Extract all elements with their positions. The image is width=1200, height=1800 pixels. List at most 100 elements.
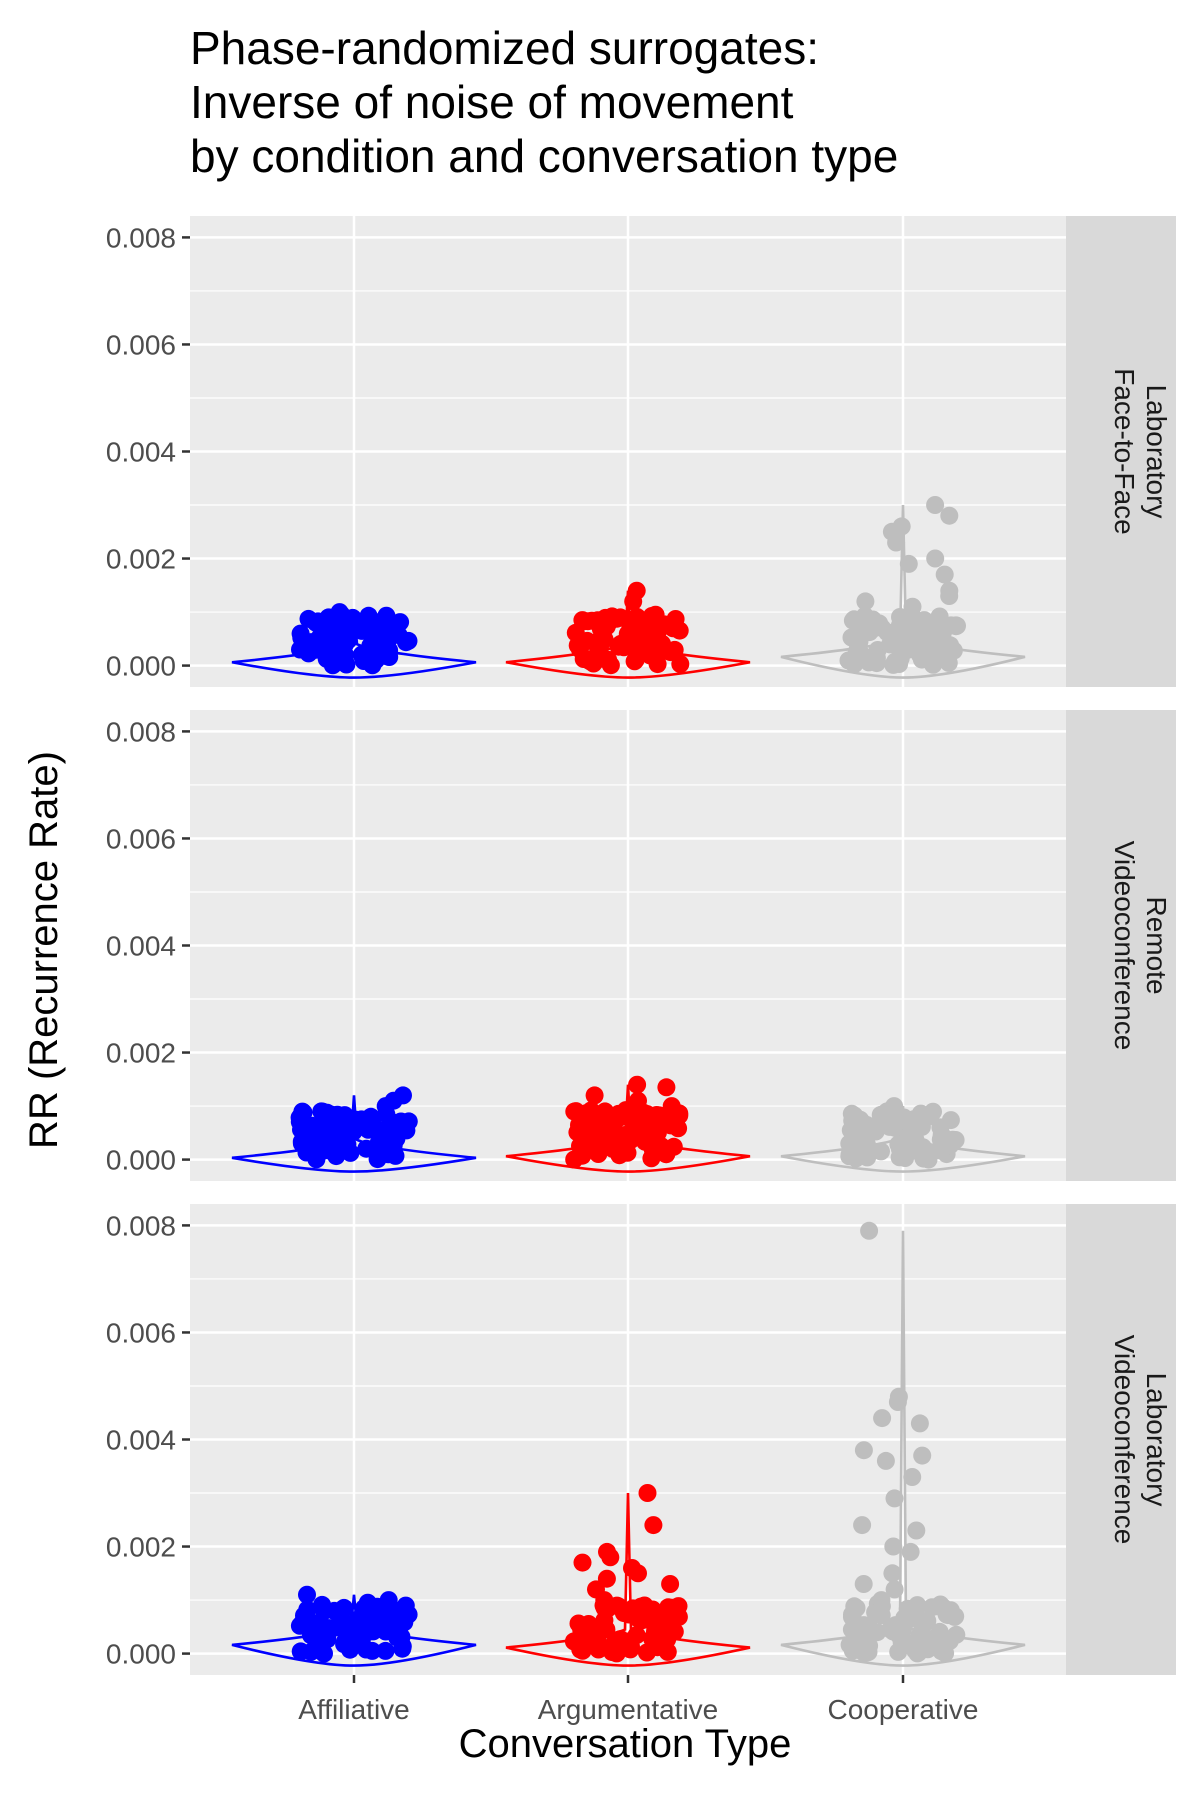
data-point bbox=[352, 1634, 371, 1653]
data-point bbox=[907, 1521, 926, 1540]
x-axis: Affiliative Argumentative Cooperative bbox=[298, 1675, 978, 1725]
data-point bbox=[594, 1135, 612, 1154]
data-point bbox=[328, 611, 347, 630]
data-point bbox=[661, 1575, 680, 1593]
data-point bbox=[315, 1644, 333, 1663]
data-point bbox=[940, 587, 959, 605]
data-point bbox=[860, 1221, 879, 1240]
data-point bbox=[898, 1599, 917, 1618]
data-point bbox=[910, 1414, 929, 1433]
data-point bbox=[946, 1607, 965, 1626]
data-point bbox=[646, 605, 665, 624]
data-point bbox=[392, 1628, 411, 1646]
data-point bbox=[669, 1597, 688, 1616]
data-point bbox=[621, 1631, 640, 1650]
data-point bbox=[876, 1451, 895, 1470]
data-point bbox=[661, 1116, 680, 1135]
x-axis-title: Conversation Type bbox=[459, 1722, 792, 1766]
facet-panel: 0.000 0.002 0.004 0.006 0.008 LaboratoryFace-… bbox=[106, 216, 1176, 687]
data-point bbox=[632, 611, 651, 630]
data-point bbox=[628, 1075, 647, 1094]
data-point bbox=[291, 624, 310, 643]
data-point bbox=[597, 1620, 616, 1639]
data-point bbox=[564, 1632, 583, 1651]
violin-argumentative bbox=[505, 1492, 751, 1667]
data-point bbox=[901, 1542, 920, 1561]
data-point bbox=[565, 1150, 584, 1169]
data-point bbox=[885, 1580, 904, 1599]
data-point bbox=[292, 1134, 311, 1153]
data-point bbox=[947, 1625, 966, 1644]
data-point bbox=[335, 635, 353, 654]
chart-title-line: by condition and conversation type bbox=[190, 130, 898, 182]
data-point bbox=[323, 656, 342, 675]
data-point bbox=[885, 1489, 904, 1508]
y-tick-label: 0.000 bbox=[106, 1145, 176, 1176]
y-tick-label: 0.006 bbox=[106, 1317, 176, 1348]
data-point bbox=[842, 628, 861, 647]
data-point bbox=[591, 617, 610, 636]
facet-panel: 0.000 0.002 0.004 0.006 0.008 RemoteVideoconf… bbox=[106, 710, 1176, 1181]
facet-strip-label: Videoconference bbox=[1109, 841, 1140, 1051]
data-point bbox=[913, 1446, 932, 1465]
data-point bbox=[625, 1113, 644, 1132]
data-point bbox=[858, 1141, 877, 1160]
data-point bbox=[335, 1137, 354, 1155]
data-point bbox=[566, 1102, 585, 1121]
data-point bbox=[302, 1626, 320, 1645]
data-point bbox=[845, 1597, 864, 1616]
data-point bbox=[916, 1628, 935, 1647]
data-point bbox=[349, 616, 368, 635]
data-point bbox=[884, 1537, 903, 1556]
data-point bbox=[915, 611, 934, 630]
data-point bbox=[306, 613, 325, 632]
data-point bbox=[653, 634, 671, 653]
data-point bbox=[391, 613, 410, 632]
violin-affiliative bbox=[231, 1095, 477, 1173]
data-point bbox=[931, 1118, 950, 1137]
data-point bbox=[851, 1124, 870, 1143]
chart-title-line: Inverse of noise of movement bbox=[190, 76, 794, 128]
y-tick-label: 0.008 bbox=[106, 222, 176, 253]
data-point bbox=[386, 1601, 405, 1620]
data-point bbox=[923, 1598, 941, 1617]
facet-strip-label: Laboratory bbox=[1141, 385, 1172, 519]
x-tick-label: Affiliative bbox=[298, 1694, 410, 1725]
data-point bbox=[871, 1113, 890, 1132]
data-point bbox=[873, 1409, 892, 1428]
data-point bbox=[358, 1593, 377, 1612]
data-point bbox=[323, 1125, 342, 1144]
data-point bbox=[629, 1564, 647, 1583]
data-point bbox=[941, 1136, 960, 1155]
data-point bbox=[303, 1116, 321, 1135]
data-point bbox=[376, 1097, 395, 1116]
y-axis-title: RR (Recurrence Rate) bbox=[22, 751, 66, 1149]
y-tick-label: 0.004 bbox=[106, 437, 176, 468]
facet-strip-label: Videoconference bbox=[1109, 1335, 1140, 1545]
data-point bbox=[926, 496, 945, 514]
data-point bbox=[634, 625, 653, 644]
data-point bbox=[873, 619, 892, 638]
data-point bbox=[611, 608, 630, 627]
data-point bbox=[852, 1617, 871, 1636]
data-point bbox=[368, 1150, 387, 1169]
y-tick-label: 0.000 bbox=[106, 651, 176, 682]
y-tick-label: 0.008 bbox=[106, 716, 176, 747]
y-tick-label: 0.002 bbox=[106, 544, 176, 575]
y-tick-label: 0.006 bbox=[106, 823, 176, 854]
data-point bbox=[652, 1613, 671, 1632]
data-point bbox=[377, 606, 396, 625]
violin-argumentative bbox=[505, 590, 751, 679]
chart-title-line: Phase-randomized surrogates: bbox=[190, 22, 819, 74]
data-point bbox=[568, 1123, 587, 1142]
data-point bbox=[903, 1468, 922, 1486]
data-point bbox=[890, 616, 909, 635]
data-point bbox=[638, 1484, 657, 1502]
data-point bbox=[888, 1393, 907, 1411]
data-point bbox=[860, 1636, 879, 1655]
data-point bbox=[573, 611, 592, 630]
data-point bbox=[626, 650, 645, 669]
data-point bbox=[631, 1598, 650, 1617]
y-tick-label: 0.008 bbox=[106, 1210, 176, 1241]
data-point bbox=[903, 597, 922, 616]
